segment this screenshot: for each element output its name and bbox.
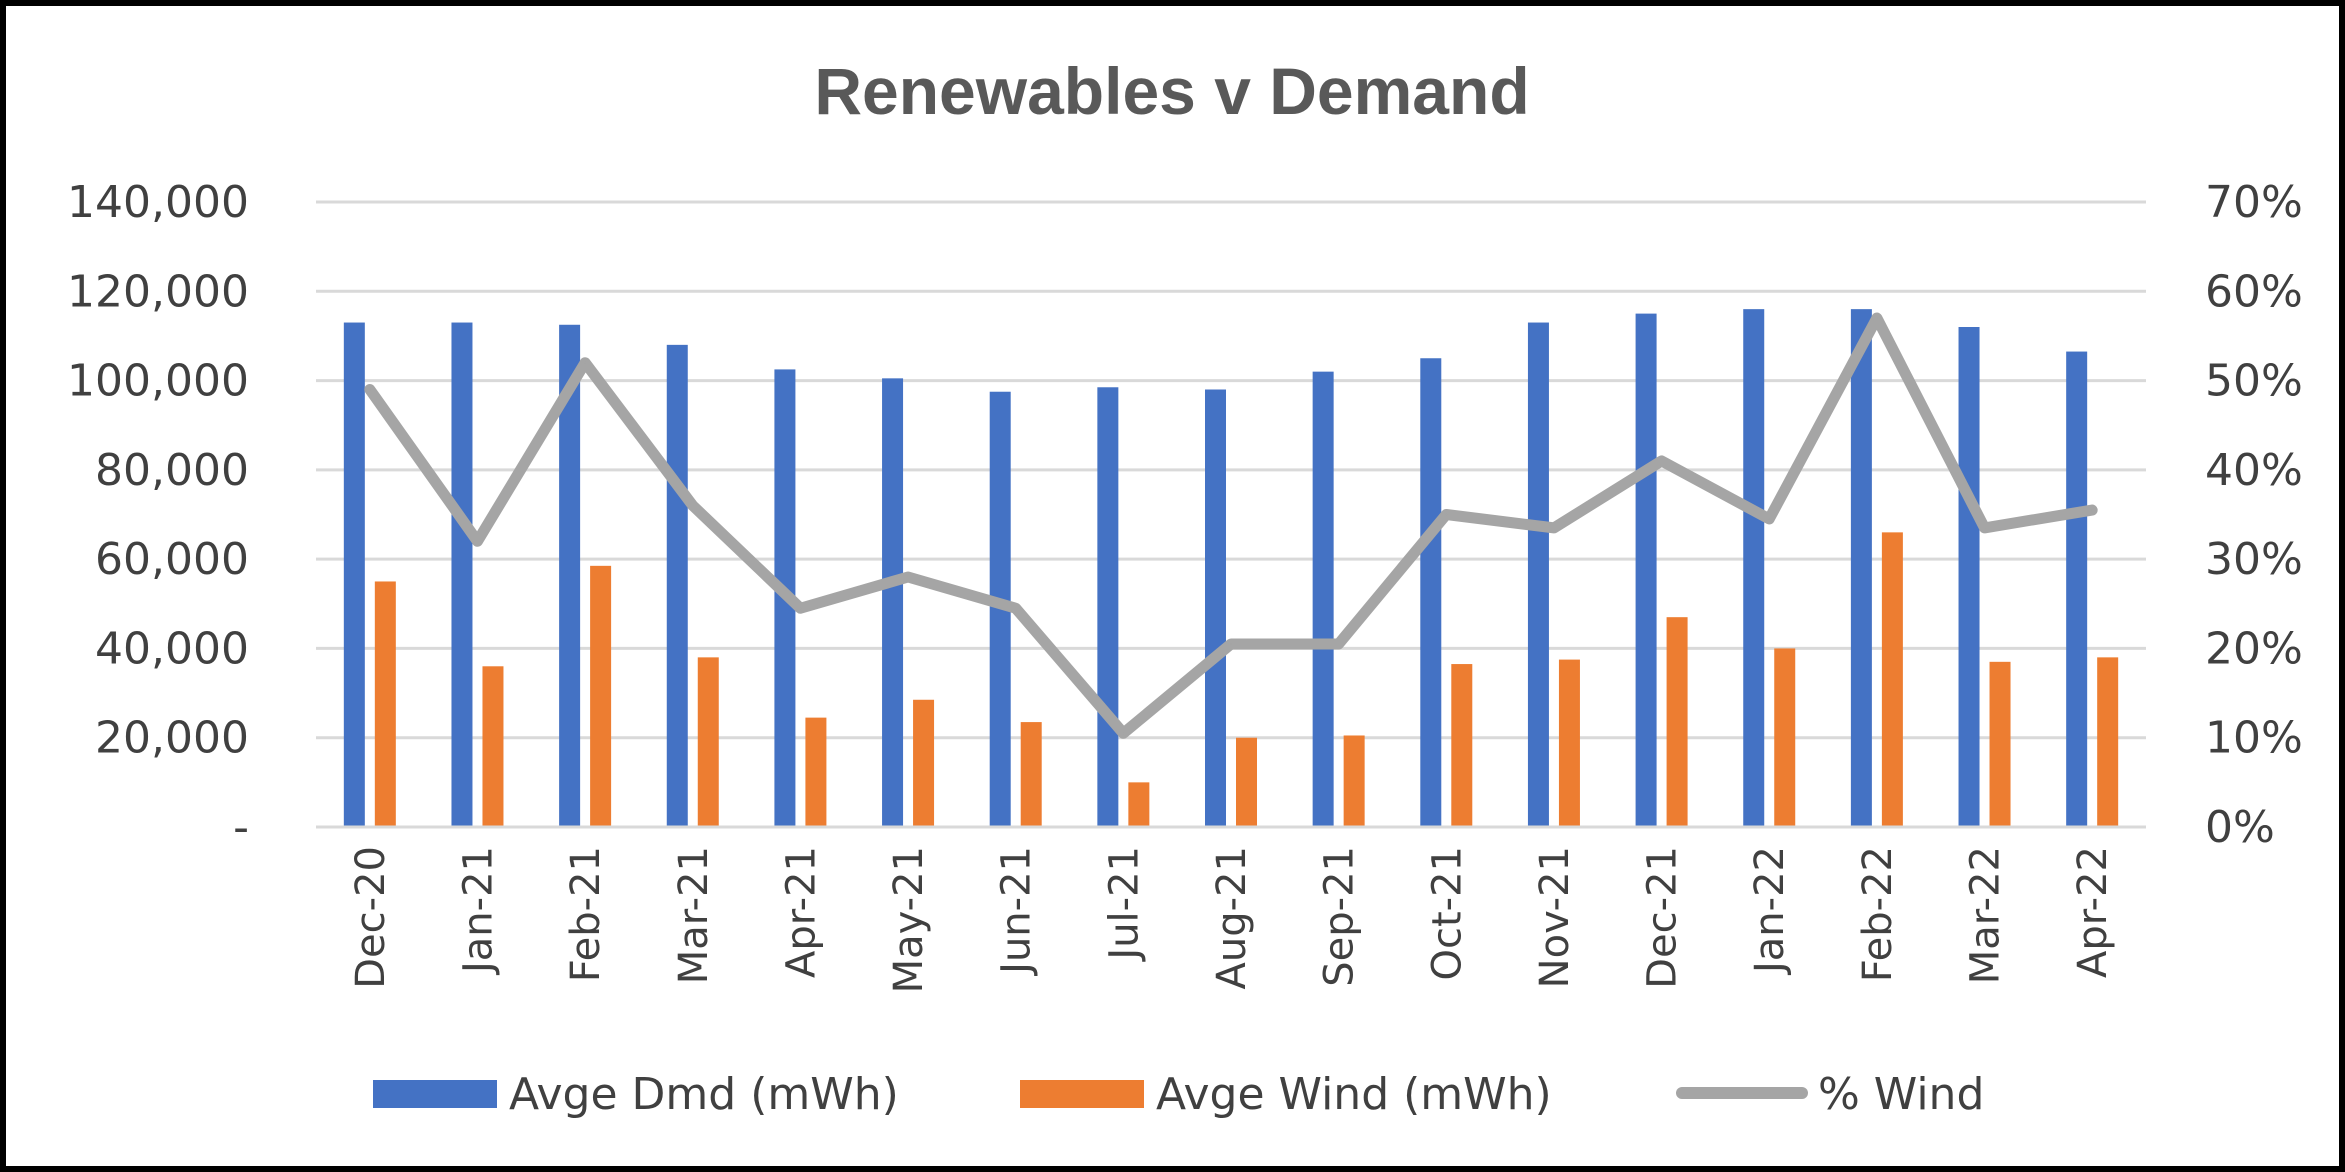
wind-bar [697,657,719,827]
wind-bar [482,666,504,827]
left-tick-label: 140,000 [67,177,249,228]
demand-bar [1635,313,1657,827]
wind-percent-point [476,540,479,543]
x-tick-label: Apr-21 [778,846,824,978]
legend-swatch [1020,1080,1144,1108]
wind-percent-point [368,388,371,391]
wind-bar [913,699,935,827]
x-tick-label: Feb-21 [563,846,609,982]
wind-percent-point [584,361,587,364]
demand-bar [1527,322,1549,827]
wind-bar [374,581,396,827]
demand-bar [1743,309,1765,828]
left-y-axis: - 20,000 40,000 60,000 80,000 100,000 120,000 1… [67,177,249,853]
wind-percent-point [1122,732,1125,735]
combo-chart: Renewables v Demand - 20,000 40,000 60,000 8… [67,54,2303,1120]
wind-percent-point [691,504,694,507]
x-tick-label: Jan-22 [1747,846,1793,976]
demand-bar [559,324,581,827]
wind-bar [1774,648,1796,827]
wind-bar [1343,735,1365,827]
demand-bar [882,378,904,827]
wind-bar [1666,617,1688,827]
wind-percent-point [907,576,910,578]
wind-percent-point [1552,526,1555,529]
demand-bar [1097,387,1119,827]
left-tick-label: 120,000 [67,266,249,317]
wind-bar [2097,657,2119,827]
x-tick-label: Jun-21 [994,846,1040,977]
legend-label: Avge Dmd (mWh) [509,1069,899,1120]
right-tick-label: 0% [2205,802,2275,853]
wind-percent-point [1768,517,1771,520]
wind-bar [1558,659,1580,827]
x-tick-label: Sep-21 [1317,846,1363,987]
demand-bar [1312,371,1334,827]
x-tick-label: Nov-21 [1532,846,1578,988]
legend-label: % Wind [1818,1069,1984,1120]
right-tick-label: 50% [2205,356,2303,407]
x-tick-label: Mar-21 [671,846,717,984]
wind-percent-point [1660,459,1663,462]
wind-percent-point [799,607,802,610]
line-series-layer [364,312,2098,739]
demand-bar [343,322,365,827]
wind-bar [1128,782,1150,827]
x-tick-label: Jan-21 [455,846,501,976]
right-tick-label: 70% [2205,177,2303,228]
wind-bar [1989,661,2011,827]
wind-bar [1236,737,1257,827]
wind-percent-point [1014,607,1017,610]
legend-label: Avge Wind (mWh) [1156,1069,1552,1120]
x-tick-label: Apr-22 [2070,846,2116,978]
right-tick-label: 60% [2205,266,2303,317]
demand-bar [1958,327,1980,827]
demand-bar [451,322,473,827]
x-axis: Dec-20 Jan-21 Feb-21 Mar-21 Apr-21 May-21 Jun-… [316,825,2146,993]
x-tick-label: Dec-21 [1640,846,1686,989]
right-tick-label: 40% [2205,445,2303,496]
wind-percent-point [2091,509,2094,512]
left-tick-label: 80,000 [95,445,249,496]
legend: Avge Dmd (mWh) Avge Wind (mWh) % Wind [373,1069,1984,1120]
wind-percent-point [1445,513,1448,516]
left-tick-label: 40,000 [95,623,249,674]
right-tick-label: 20% [2205,623,2303,674]
right-tick-label: 30% [2205,534,2303,585]
right-y-axis: 0% 10% 20% 30% 40% 50% 60% 70% [2205,177,2303,853]
wind-bar [1451,664,1473,827]
x-tick-label: May-21 [886,846,932,993]
demand-bar [1205,389,1226,827]
x-tick-label: Jul-21 [1101,846,1147,963]
wind-bar [1020,722,1042,827]
left-tick-label: 100,000 [67,356,249,407]
x-tick-label: Oct-21 [1424,846,1470,981]
left-tick-label: 60,000 [95,534,249,585]
wind-bar [805,717,827,827]
wind-percent-point [1983,526,1986,529]
wind-percent-point [1230,642,1232,645]
demand-bar [2066,351,2088,827]
x-tick-label: Feb-22 [1855,846,1901,982]
bar-series-layer [343,309,2119,828]
demand-bar [1850,309,1872,828]
x-tick-label: Dec-20 [348,846,394,989]
right-tick-label: 10% [2205,713,2303,764]
wind-percent-point [1875,317,1878,320]
x-tick-label: Aug-21 [1209,846,1255,989]
x-tick-label: Mar-22 [1963,846,2009,984]
left-tick-label: 20,000 [95,713,249,764]
demand-bar [1420,358,1442,827]
left-tick-label: - [233,802,249,853]
legend-swatch [373,1080,497,1108]
demand-bar [666,344,688,827]
wind-bar [1881,532,1903,827]
wind-bar [590,565,612,827]
wind-percent-point [1337,642,1340,645]
chart-title: Renewables v Demand [814,54,1529,128]
